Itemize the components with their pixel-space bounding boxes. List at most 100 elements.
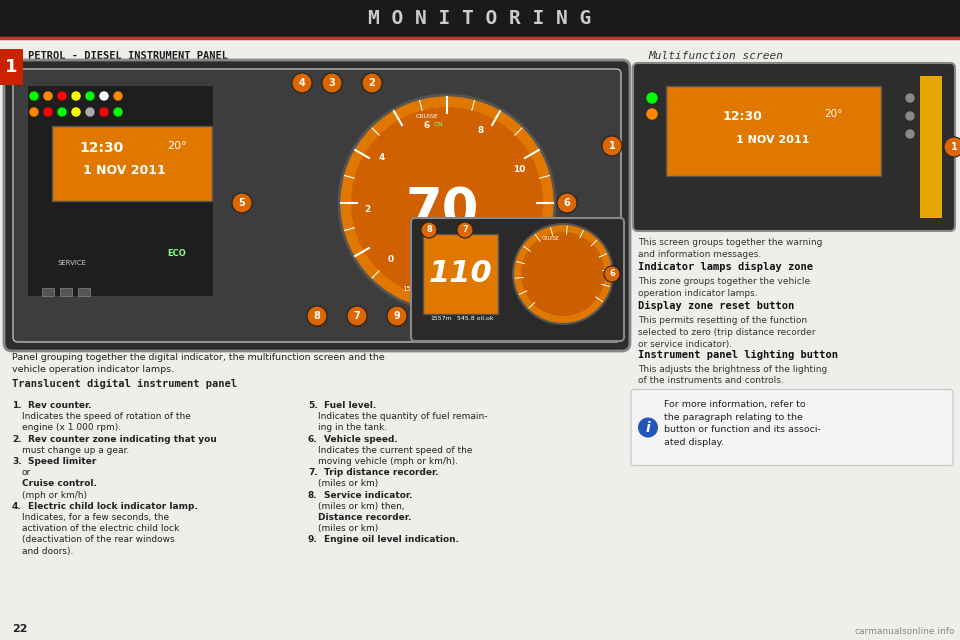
Circle shape (557, 193, 577, 213)
Circle shape (114, 92, 122, 100)
Text: 12:30: 12:30 (723, 109, 763, 122)
Text: 5: 5 (239, 198, 246, 208)
Text: (mph or km/h): (mph or km/h) (22, 491, 87, 500)
Bar (42, 288, 54, 296)
Text: PETROL - DIESEL INSTRUMENT PANEL: PETROL - DIESEL INSTRUMENT PANEL (28, 51, 228, 61)
Text: 1: 1 (950, 142, 957, 152)
Text: or: or (22, 468, 32, 477)
Bar (52, 126, 212, 201)
Text: 5.: 5. (308, 401, 318, 410)
Text: 545.8 oil.ok: 545.8 oil.ok (442, 286, 483, 292)
Circle shape (58, 108, 66, 116)
Text: (deactivation of the rear windows: (deactivation of the rear windows (22, 536, 175, 545)
Text: 8.: 8. (308, 491, 318, 500)
Text: Service indicator.: Service indicator. (324, 491, 413, 500)
Text: Distance recorder.: Distance recorder. (318, 513, 412, 522)
Text: Indicates, for a few seconds, the: Indicates, for a few seconds, the (22, 513, 169, 522)
Text: 2: 2 (369, 78, 375, 88)
Text: engine (x 1 000 rpm).: engine (x 1 000 rpm). (22, 424, 121, 433)
Text: i: i (646, 420, 650, 435)
Text: activation of the electric child lock: activation of the electric child lock (22, 524, 180, 533)
Text: 1557m: 1557m (430, 317, 452, 321)
Text: 1: 1 (5, 58, 17, 76)
Text: Indicator lamps display zone: Indicator lamps display zone (638, 262, 813, 272)
Circle shape (86, 108, 94, 116)
Text: This permits resetting of the function
selected to zero (trip distance recorder
: This permits resetting of the function s… (638, 316, 815, 349)
Bar (60, 288, 72, 296)
FancyBboxPatch shape (13, 69, 621, 342)
Text: For more information, refer to
the paragraph relating to the
button or function : For more information, refer to the parag… (664, 401, 821, 447)
Text: (miles or km) then,: (miles or km) then, (318, 502, 404, 511)
Circle shape (647, 93, 657, 103)
Text: moving vehicle (mph or km/h).: moving vehicle (mph or km/h). (318, 457, 458, 466)
Bar (78, 288, 90, 296)
Circle shape (602, 136, 622, 156)
Circle shape (100, 108, 108, 116)
Circle shape (100, 92, 108, 100)
Text: 1: 1 (609, 141, 615, 151)
Text: CRUISE: CRUISE (416, 115, 439, 120)
Text: 7: 7 (353, 311, 360, 321)
Text: Display zone reset button: Display zone reset button (638, 301, 794, 311)
Text: Trip distance recorder.: Trip distance recorder. (324, 468, 439, 477)
Circle shape (232, 193, 252, 213)
Text: CRUISE: CRUISE (542, 236, 560, 241)
Text: 1 NOV 2011: 1 NOV 2011 (83, 163, 165, 177)
Circle shape (906, 94, 914, 102)
Text: and doors).: and doors). (22, 547, 73, 556)
Text: Panel grouping together the digital indicator, the multifunction screen and the
: Panel grouping together the digital indi… (12, 353, 385, 374)
Text: SERVICE: SERVICE (58, 260, 86, 266)
Text: 4.: 4. (12, 502, 22, 511)
Text: 8: 8 (314, 311, 321, 321)
Text: 8: 8 (478, 126, 484, 135)
Text: 20°: 20° (824, 109, 842, 119)
Circle shape (638, 417, 658, 438)
Circle shape (30, 108, 38, 116)
Circle shape (114, 108, 122, 116)
Circle shape (906, 130, 914, 138)
Text: 110: 110 (429, 259, 492, 289)
Text: Speed limiter: Speed limiter (28, 457, 96, 466)
Text: ing in the tank.: ing in the tank. (318, 424, 387, 433)
Bar (920, 76, 942, 218)
Circle shape (86, 92, 94, 100)
Circle shape (944, 137, 960, 157)
FancyBboxPatch shape (4, 60, 630, 351)
FancyBboxPatch shape (631, 390, 953, 465)
Circle shape (44, 108, 52, 116)
Circle shape (457, 222, 473, 238)
Text: Rev counter.: Rev counter. (28, 401, 91, 410)
Text: 545.8 oil.ok: 545.8 oil.ok (457, 317, 493, 321)
Circle shape (906, 112, 914, 120)
Text: must change up a gear.: must change up a gear. (22, 446, 130, 455)
Text: 0: 0 (388, 255, 394, 264)
Text: M O N I T O R I N G: M O N I T O R I N G (369, 10, 591, 29)
Circle shape (292, 73, 312, 93)
Text: This screen groups together the warning
and information messages.: This screen groups together the warning … (638, 238, 823, 259)
Text: Indicates the current speed of the: Indicates the current speed of the (318, 446, 472, 455)
Text: 6.: 6. (308, 435, 318, 444)
Circle shape (339, 95, 555, 311)
Text: Instrument panel lighting button: Instrument panel lighting button (638, 349, 838, 360)
Text: 3.: 3. (12, 457, 22, 466)
Bar (423, 234, 498, 314)
Circle shape (387, 306, 407, 326)
Text: ECO: ECO (168, 248, 186, 257)
Text: 7: 7 (462, 225, 468, 234)
Text: 1557km: 1557km (402, 286, 431, 292)
FancyBboxPatch shape (633, 63, 955, 231)
Text: 1.: 1. (12, 401, 22, 410)
Circle shape (44, 92, 52, 100)
Text: Engine oil level indication.: Engine oil level indication. (324, 536, 459, 545)
Text: This adjusts the brightness of the lighting
of the instruments and controls.: This adjusts the brightness of the light… (638, 365, 828, 385)
Circle shape (347, 306, 367, 326)
Text: Cruise control.: Cruise control. (22, 479, 97, 488)
Text: 2.: 2. (12, 435, 22, 444)
Circle shape (58, 92, 66, 100)
Text: Rev counter zone indicating that you: Rev counter zone indicating that you (28, 435, 217, 444)
Text: 6: 6 (609, 269, 615, 278)
Text: Vehicle speed.: Vehicle speed. (324, 435, 397, 444)
Text: 20°: 20° (167, 141, 187, 151)
Text: 9: 9 (394, 311, 400, 321)
Text: This zone groups together the vehicle
operation indicator lamps.: This zone groups together the vehicle op… (638, 277, 810, 298)
